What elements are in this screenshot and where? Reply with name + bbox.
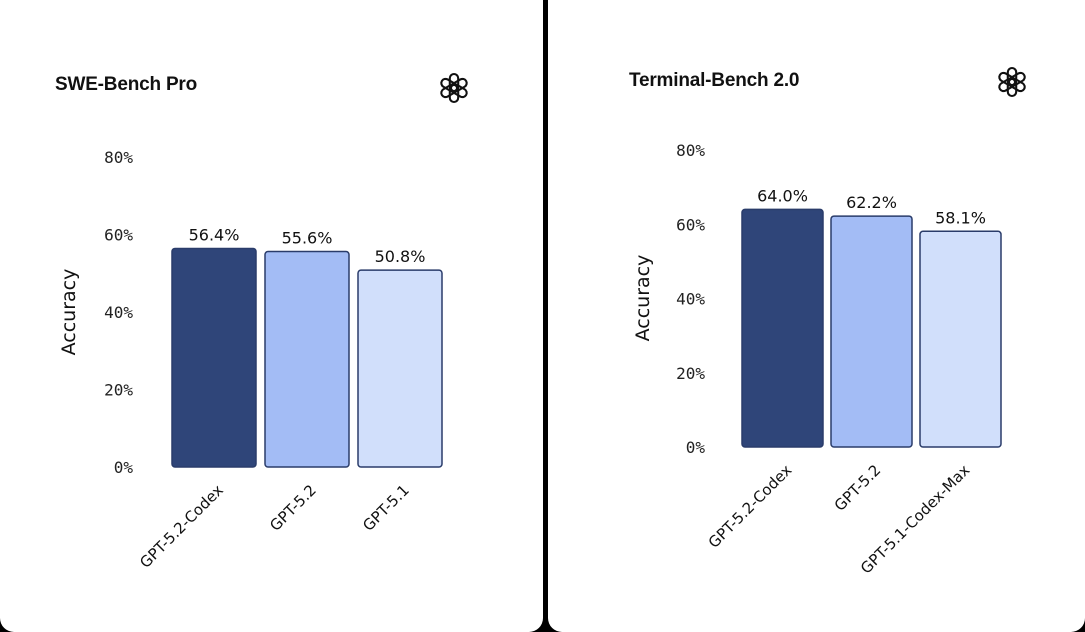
category-label: GPT-5.2 xyxy=(831,461,885,515)
y-tick-label: 40% xyxy=(104,303,133,322)
value-label: 58.1% xyxy=(935,208,986,227)
chart-panel-swe-bench: SWE-Bench Pro 0% 20% 40% 60% 80% Accuracy 56.4… xyxy=(0,0,543,632)
chart-title: SWE-Bench Pro xyxy=(55,74,198,95)
bar xyxy=(171,247,257,468)
bar xyxy=(741,208,824,448)
bar xyxy=(919,230,1002,448)
y-axis-label: Accuracy xyxy=(632,255,654,342)
y-axis-label: Accuracy xyxy=(58,269,80,356)
chart-panel-terminal-bench: Terminal-Bench 2.0 0% 20% 40% 60% 80% Accurac… xyxy=(548,0,1085,632)
y-tick-label: 0% xyxy=(114,458,134,477)
bar xyxy=(830,215,913,448)
bar xyxy=(264,250,350,468)
value-label: 55.6% xyxy=(282,229,333,248)
y-tick-label: 40% xyxy=(676,290,705,309)
value-label: 64.0% xyxy=(757,186,808,205)
y-tick-label: 20% xyxy=(104,381,133,400)
bar-chart-terminal-bench: 0% 20% 40% 60% 80% Accuracy 64.0% GPT-5.2-Codex… xyxy=(632,141,1002,577)
value-label: 56.4% xyxy=(189,225,240,244)
y-tick-label: 80% xyxy=(104,148,133,167)
category-label: GPT-5.2-Codex xyxy=(705,461,796,552)
value-label: 50.8% xyxy=(375,247,426,266)
category-label: GPT-5.2 xyxy=(266,481,320,535)
category-label: GPT-5.1 xyxy=(359,481,413,535)
openai-logo-icon xyxy=(440,72,468,104)
y-tick-label: 60% xyxy=(676,215,705,234)
y-tick-label: 80% xyxy=(676,141,705,160)
bar-chart-swe-bench: 0% 20% 40% 60% 80% Accuracy 56.4% GPT-5.2-Codex… xyxy=(58,148,443,572)
y-tick-label: 60% xyxy=(104,226,133,245)
value-label: 62.2% xyxy=(846,193,897,212)
bar xyxy=(357,269,443,468)
category-label: GPT-5.2-Codex xyxy=(136,481,227,572)
y-tick-label: 20% xyxy=(676,364,705,383)
openai-logo-icon xyxy=(998,66,1026,98)
chart-title: Terminal-Bench 2.0 xyxy=(629,70,800,91)
y-tick-label: 0% xyxy=(686,438,706,457)
